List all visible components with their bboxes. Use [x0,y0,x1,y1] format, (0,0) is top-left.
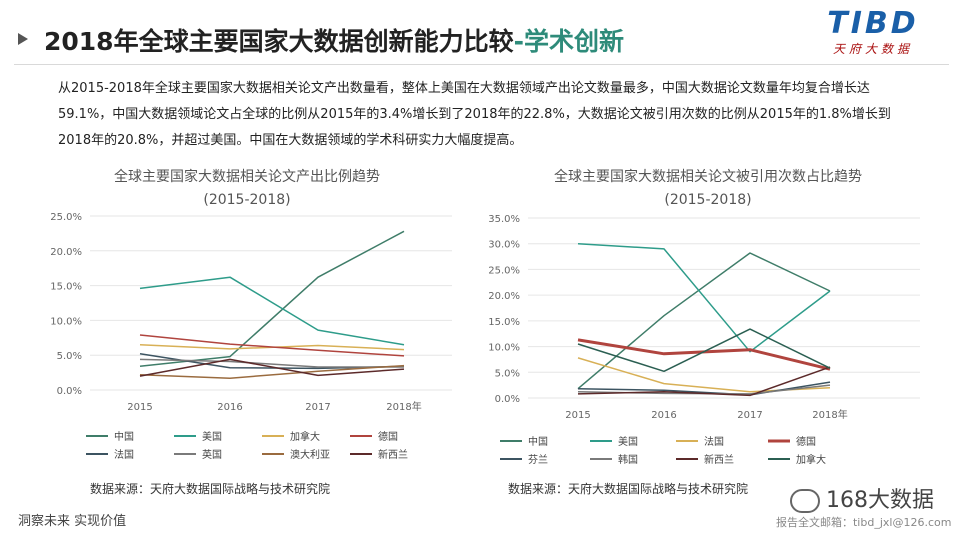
chart-paper-output: 全球主要国家大数据相关论文产出比例趋势 (2015-2018) 0.0% 5.0%… [22,158,472,498]
chart-svg: 0.0% 5.0% 10.0% 15.0% 20.0% 25.0% 30.0% 35.0% 20… [488,214,920,466]
watermark: 168大数据 [790,482,934,514]
x-tick-label: 2017 [737,410,762,421]
chart-svg: 0.0% 5.0% 10.0% 15.0% 20.0% 25.0% 2015 2016 2017… [50,212,452,461]
chart-subtitle: (2015-2018) [203,192,291,208]
y-tick-label: 25.0% [488,265,520,276]
y-tick-label: 10.0% [488,343,520,354]
series-line-英国 [139,358,404,368]
report-email: 报告全文邮箱：tibd_jxl@126.com [776,516,952,529]
legend-label: 美国 [618,435,638,448]
series-line-美国 [139,276,405,346]
series-line-法国 [139,353,405,370]
x-tick-label: 2018年 [812,408,847,421]
legend-label: 英国 [202,448,222,461]
y-tick-label: 0.0% [495,394,520,405]
legend-label: 法国 [114,448,134,461]
watermark-text: 168大数据 [826,488,934,513]
series-line-新西兰 [577,366,831,397]
chart-source: 数据来源：天府大数据国际战略与技术研究院 [90,482,331,496]
legend-label: 加拿大 [796,453,826,466]
series-line-德国 [139,334,405,357]
logo-text: TIBD [827,6,919,41]
legend-label: 新西兰 [704,453,734,466]
logo-subtext: 天府大数据 [832,42,913,56]
x-tick-label: 2015 [565,410,590,421]
y-tick-label: 15.0% [50,282,82,293]
y-tick-label: 5.0% [495,368,520,379]
page-title: 2018年全球主要国家大数据创新能力比较-学术创新 [44,27,624,56]
legend-label: 德国 [796,435,816,448]
legend-label: 德国 [378,430,398,443]
legend-label: 澳大利亚 [290,448,330,461]
series-line-新西兰 [139,358,405,377]
bullet-triangle-icon [18,33,28,45]
footer-slogan: 洞察未来 实现价值 [18,514,127,529]
x-tick-label: 2017 [305,402,330,413]
header-divider [14,64,949,65]
legend-label: 中国 [114,430,134,443]
legend-label: 芬兰 [528,453,548,466]
series-line-法国 [577,357,831,393]
y-tick-label: 20.0% [50,247,82,258]
legend-label: 新西兰 [378,448,408,461]
legend-label: 韩国 [618,453,638,466]
y-tick-label: 0.0% [57,386,82,397]
title-highlight: -学术创新 [513,27,624,56]
y-tick-label: 30.0% [488,240,520,251]
y-tick-label: 35.0% [488,214,520,225]
x-tick-label: 2018年 [386,400,421,413]
chart-source: 数据来源：天府大数据国际战略与技术研究院 [508,482,749,496]
chart-title: 全球主要国家大数据相关论文产出比例趋势 [114,169,380,185]
y-tick-label: 5.0% [57,351,82,362]
series-line-澳大利亚 [139,364,405,379]
legend-label: 加拿大 [290,430,320,443]
chart-citation-share: 全球主要国家大数据相关论文被引用次数占比趋势 (2015-2018) 0.0% 5… [478,158,938,498]
intro-paragraph: 从2015-2018年全球主要国家大数据相关论文产出数量看，整体上美国在大数据领… [58,81,891,148]
y-tick-label: 20.0% [488,291,520,302]
x-tick-label: 2016 [651,410,676,421]
legend-label: 法国 [704,435,724,448]
legend-label: 美国 [202,430,222,443]
y-tick-label: 15.0% [488,317,520,328]
tibd-logo: TIBD 天府大数据 [808,8,938,60]
wechat-icon [790,489,820,513]
legend-label: 中国 [528,435,548,448]
x-tick-label: 2015 [127,402,152,413]
series-line-德国 [577,338,831,371]
y-tick-label: 10.0% [50,316,82,327]
chart-title: 全球主要国家大数据相关论文被引用次数占比趋势 [554,169,862,185]
x-tick-label: 2016 [217,402,242,413]
header: 2018年全球主要国家大数据创新能力比较-学术创新 TIBD 天府大数据 [0,0,960,68]
series-line-芬兰 [577,381,831,396]
series-line-美国 [577,242,831,353]
series-line-加拿大 [577,328,831,373]
y-tick-label: 25.0% [50,212,82,223]
chart-subtitle: (2015-2018) [664,192,752,208]
series-line-中国 [577,252,831,390]
